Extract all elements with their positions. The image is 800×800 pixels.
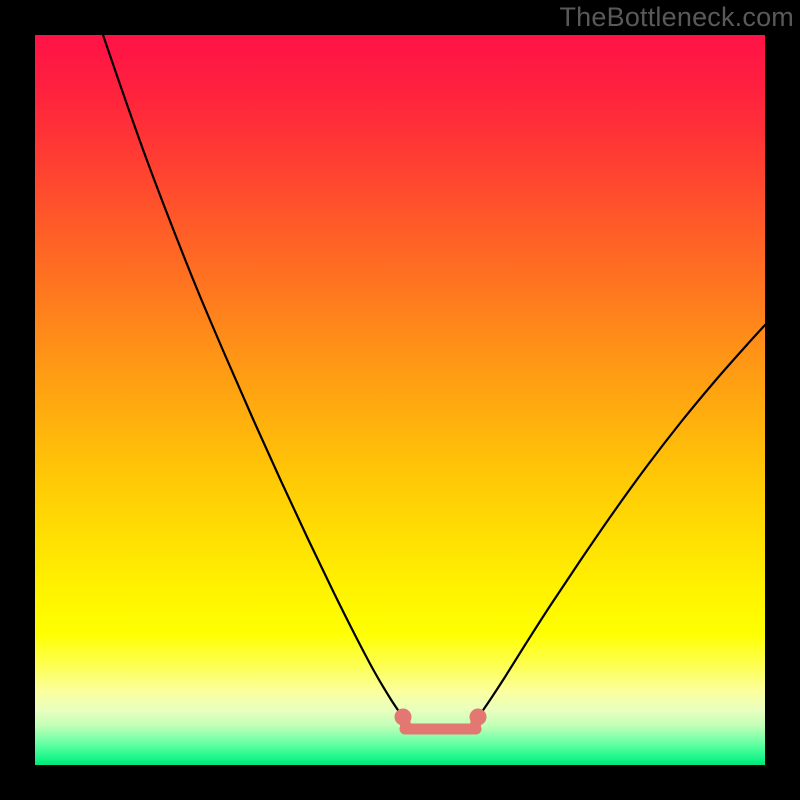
right-curve	[479, 325, 765, 716]
flat-segment	[395, 709, 487, 730]
watermark-text: TheBottleneck.com	[559, 2, 794, 33]
flat-right-dot	[470, 709, 487, 726]
curves-svg	[35, 35, 765, 765]
left-curve	[103, 35, 402, 716]
plot-area	[35, 35, 765, 765]
flat-left-dot	[395, 709, 412, 726]
stage: TheBottleneck.com	[0, 0, 800, 800]
